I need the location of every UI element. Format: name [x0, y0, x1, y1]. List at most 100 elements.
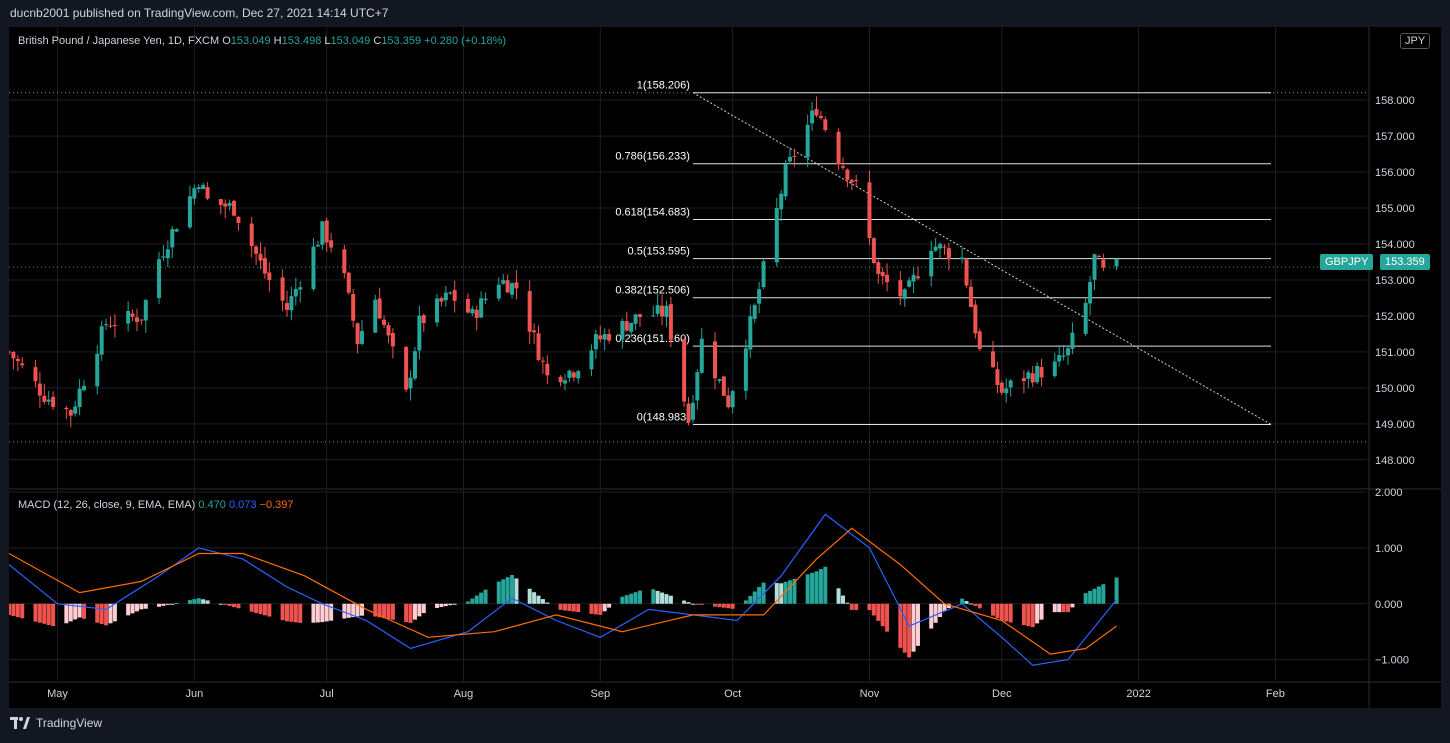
macd-histogram-bar: [227, 603, 232, 606]
candle-body: [1092, 254, 1097, 280]
macd-histogram-bar: [788, 580, 793, 604]
macd-histogram-bar: [474, 595, 479, 604]
candle-body: [752, 305, 757, 319]
candle-body: [143, 300, 148, 321]
candle-body: [112, 325, 117, 327]
macd-histogram-bar: [386, 603, 391, 619]
candle-body: [329, 240, 334, 248]
high-label: H: [273, 35, 282, 47]
price-tick-label: 154.000: [1375, 239, 1415, 251]
candle-body: [1039, 367, 1044, 378]
macd-histogram-bar: [373, 603, 378, 617]
macd-histogram-bar: [439, 603, 444, 608]
candle-body: [527, 291, 532, 332]
macd-histogram-bar: [1004, 603, 1009, 622]
candle-body: [435, 298, 440, 323]
candle-body: [540, 360, 545, 362]
candle-body: [854, 179, 859, 181]
chart-canvas[interactable]: 1(158.206) 0.786(156.233) 0.618(154.683) 0.…: [9, 27, 1441, 708]
macd-histogram-bar: [792, 578, 797, 604]
candle-body: [448, 292, 453, 294]
candle-body: [607, 334, 612, 341]
macd-histogram-bar: [448, 603, 453, 606]
macd-histogram-bar: [510, 575, 515, 604]
candle-body: [655, 305, 660, 314]
price-tick-label: 153.000: [1375, 275, 1415, 287]
macd-histogram-bar: [46, 603, 51, 625]
macd-histogram-bar: [505, 577, 510, 604]
macd-histogram-bar: [157, 603, 162, 607]
candle-body: [968, 286, 973, 307]
footer-brand[interactable]: TradingView: [10, 716, 102, 730]
candle-body: [382, 319, 387, 326]
candle-body: [346, 272, 351, 293]
macd-tick-label: −1.000: [1375, 655, 1409, 667]
macd-histogram-bar: [995, 603, 1000, 619]
grid: [9, 27, 1441, 708]
candle-body: [638, 314, 642, 317]
candle-body: [545, 363, 550, 376]
candle-body: [664, 305, 669, 317]
macd-signal-value: −0.397: [259, 499, 294, 511]
candle-body: [324, 220, 329, 243]
candle-body: [254, 246, 259, 254]
macd-histogram-bar: [977, 603, 982, 609]
macd-histogram-bar: [960, 598, 965, 604]
candle-body: [404, 346, 409, 390]
macd-histogram-bar: [593, 603, 598, 615]
symbol-label[interactable]: British Pound / Japanese Yen, 1D, FXCM: [18, 35, 220, 47]
macd-histogram-bar: [567, 603, 572, 612]
candle-body: [558, 376, 563, 383]
candle-body: [938, 243, 943, 249]
candle-body: [139, 319, 144, 321]
candle-body: [161, 256, 166, 258]
macd-histogram-bar: [501, 579, 506, 604]
candle-body: [567, 370, 572, 378]
candle-body: [576, 371, 581, 379]
macd-histogram-bar: [1070, 603, 1075, 608]
candle-body: [810, 110, 815, 124]
macd-histogram-bar: [20, 603, 25, 619]
macd-histogram-bar: [15, 603, 20, 618]
macd-histogram-bar: [382, 603, 387, 619]
macd-label[interactable]: MACD (12, 26, close, 9, EMA, EMA): [18, 499, 196, 511]
macd-histogram-bar: [1035, 603, 1040, 624]
candle-body: [280, 277, 285, 301]
candle-body: [483, 298, 488, 301]
candle-body: [95, 353, 100, 387]
fib-level-label: 0.5(153.595): [628, 246, 690, 258]
candle-body: [973, 304, 978, 334]
macd-histogram-bar: [82, 603, 87, 619]
macd-histogram-bar: [165, 603, 170, 605]
macd-histogram-bar: [1061, 603, 1066, 613]
macd-histogram-bar: [938, 603, 943, 617]
candle-body: [196, 187, 201, 189]
open-value: 153.049: [230, 35, 271, 47]
macd-histogram-bar: [536, 595, 541, 604]
chart-frame[interactable]: 1(158.206) 0.786(156.233) 0.618(154.683) 0.…: [9, 27, 1441, 708]
candle-body: [840, 166, 845, 168]
macd-histogram-bar: [915, 603, 920, 646]
candle-body: [205, 187, 210, 199]
candle-body: [33, 367, 38, 382]
candle-body: [695, 372, 700, 401]
time-tick-label: May: [47, 688, 68, 700]
macd-histogram-bar: [267, 603, 272, 617]
currency-button[interactable]: JPY: [1400, 33, 1431, 49]
candle-body: [1088, 281, 1093, 304]
candle-body: [805, 124, 810, 158]
candle-body: [999, 382, 1004, 393]
candle-body: [262, 258, 267, 274]
macd-histogram-bar: [236, 603, 241, 609]
macd-histogram-bar: [377, 603, 382, 618]
candle-body: [421, 315, 426, 324]
macd-histogram-bar: [130, 603, 135, 614]
macd-histogram-bar: [558, 603, 563, 610]
macd-histogram-bar: [187, 600, 192, 604]
candle-body: [390, 332, 395, 347]
macd-histogram-bar: [774, 583, 779, 604]
macd-histogram-bar: [589, 603, 594, 614]
candle-body: [218, 199, 223, 205]
fib-level-label: 0.786(156.233): [615, 151, 690, 163]
candle-body: [699, 338, 704, 373]
